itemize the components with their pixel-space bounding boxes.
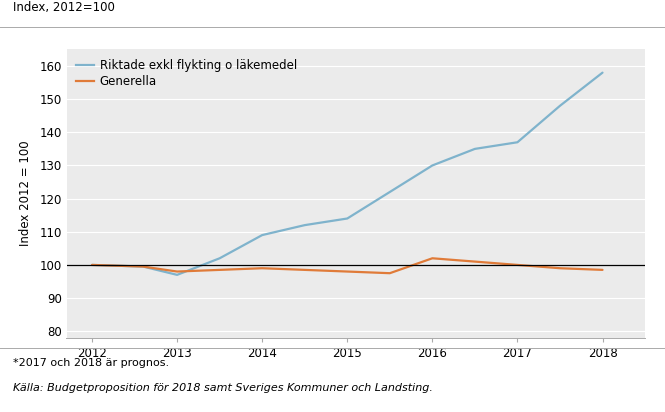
Riktade exkl flykting o läkemedel: [386, 190, 394, 194]
Riktade exkl flykting o läkemedel: [88, 262, 96, 267]
Generella: [258, 266, 266, 271]
Riktade exkl flykting o läkemedel: [215, 256, 223, 261]
Riktade exkl flykting o läkemedel: [471, 146, 479, 151]
Riktade exkl flykting o läkemedel: [556, 103, 564, 108]
Riktade exkl flykting o läkemedel: [173, 272, 181, 277]
Generella: [513, 262, 521, 267]
Generella: [428, 256, 436, 261]
Riktade exkl flykting o läkemedel: [343, 216, 351, 221]
Riktade exkl flykting o läkemedel: [139, 264, 147, 269]
Riktade exkl flykting o läkemedel: [428, 163, 436, 168]
Y-axis label: Index 2012 = 100: Index 2012 = 100: [19, 141, 33, 246]
Generella: [386, 271, 394, 276]
Generella: [343, 269, 351, 274]
Generella: [301, 267, 309, 272]
Text: *2017 och 2018 är prognos.: *2017 och 2018 är prognos.: [13, 358, 170, 368]
Text: Källa: Budgetproposition för 2018 samt Sveriges Kommuner och Landsting.: Källa: Budgetproposition för 2018 samt S…: [13, 383, 433, 393]
Generella: [173, 269, 181, 274]
Generella: [471, 259, 479, 264]
Line: Riktade exkl flykting o läkemedel: Riktade exkl flykting o läkemedel: [92, 73, 602, 275]
Generella: [215, 267, 223, 272]
Generella: [556, 266, 564, 271]
Generella: [139, 264, 147, 269]
Riktade exkl flykting o läkemedel: [598, 70, 606, 75]
Generella: [598, 267, 606, 272]
Line: Generella: Generella: [92, 258, 602, 273]
Generella: [88, 262, 96, 267]
Legend: Riktade exkl flykting o läkemedel, Generella: Riktade exkl flykting o läkemedel, Gener…: [72, 55, 301, 92]
Riktade exkl flykting o läkemedel: [258, 233, 266, 238]
Riktade exkl flykting o läkemedel: [301, 222, 309, 227]
Text: Index, 2012=100: Index, 2012=100: [13, 1, 115, 14]
Riktade exkl flykting o läkemedel: [513, 140, 521, 145]
